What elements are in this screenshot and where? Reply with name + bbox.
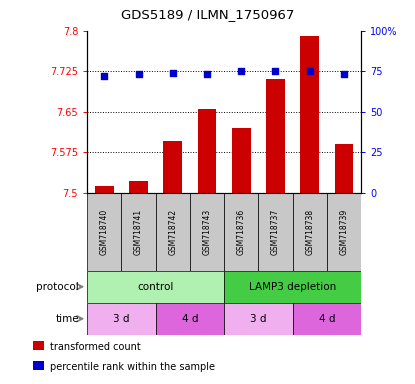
Text: GDS5189 / ILMN_1750967: GDS5189 / ILMN_1750967 [121, 8, 294, 21]
Point [135, 71, 142, 78]
Point [272, 68, 279, 74]
Text: GSM718742: GSM718742 [168, 209, 177, 255]
Bar [224, 193, 259, 271]
Bar [87, 193, 122, 271]
Point [101, 73, 107, 79]
Point [306, 68, 313, 74]
Bar [87, 271, 224, 303]
Bar [259, 193, 293, 271]
Bar [156, 303, 224, 335]
Text: 4 d: 4 d [319, 314, 335, 324]
Text: 3 d: 3 d [250, 314, 266, 324]
Text: GSM718740: GSM718740 [100, 209, 109, 255]
Bar [198, 109, 216, 193]
Text: transformed count: transformed count [50, 342, 141, 352]
Bar [33, 361, 44, 370]
Bar [129, 181, 148, 193]
Point [341, 71, 347, 78]
Bar [293, 193, 327, 271]
Bar [232, 128, 251, 193]
Text: GSM718738: GSM718738 [305, 209, 314, 255]
Bar [164, 141, 182, 193]
Text: percentile rank within the sample: percentile rank within the sample [50, 362, 215, 372]
Bar [224, 303, 293, 335]
Text: control: control [137, 282, 174, 292]
Bar [33, 341, 44, 350]
Bar [224, 271, 361, 303]
Bar [87, 303, 156, 335]
Text: 4 d: 4 d [182, 314, 198, 324]
Bar [293, 303, 361, 335]
Point [238, 68, 244, 74]
Text: GSM718741: GSM718741 [134, 209, 143, 255]
Bar [327, 193, 361, 271]
Point [204, 71, 210, 78]
Bar [334, 144, 353, 193]
Text: LAMP3 depletion: LAMP3 depletion [249, 282, 336, 292]
Text: protocol: protocol [36, 282, 79, 292]
Bar [95, 186, 114, 193]
Text: time: time [55, 314, 79, 324]
Bar [122, 193, 156, 271]
Text: GSM718736: GSM718736 [237, 209, 246, 255]
Point [169, 70, 176, 76]
Text: GSM718739: GSM718739 [339, 209, 349, 255]
Bar [300, 36, 319, 193]
Bar [266, 79, 285, 193]
Text: 3 d: 3 d [113, 314, 129, 324]
Text: GSM718737: GSM718737 [271, 209, 280, 255]
Text: GSM718743: GSM718743 [203, 209, 212, 255]
Bar [156, 193, 190, 271]
Bar [190, 193, 224, 271]
